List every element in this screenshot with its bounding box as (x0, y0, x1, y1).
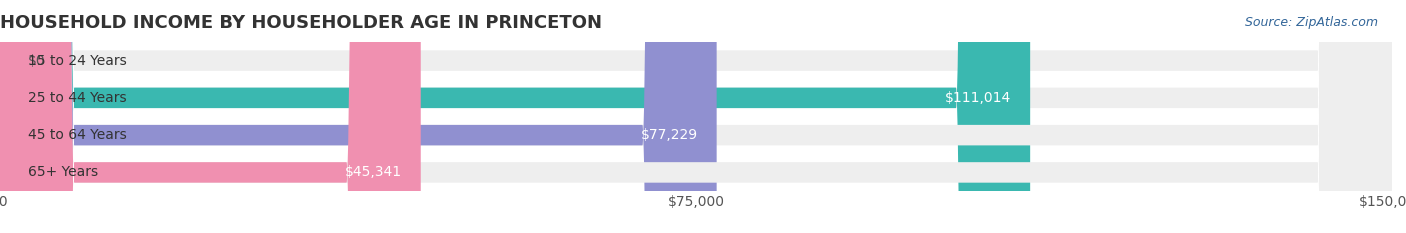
Text: $77,229: $77,229 (641, 128, 699, 142)
Text: 45 to 64 Years: 45 to 64 Years (28, 128, 127, 142)
FancyBboxPatch shape (0, 0, 717, 233)
FancyBboxPatch shape (0, 0, 420, 233)
Text: $45,341: $45,341 (344, 165, 402, 179)
Text: 15 to 24 Years: 15 to 24 Years (28, 54, 127, 68)
Text: Source: ZipAtlas.com: Source: ZipAtlas.com (1244, 16, 1378, 29)
Text: 25 to 44 Years: 25 to 44 Years (28, 91, 127, 105)
Text: HOUSEHOLD INCOME BY HOUSEHOLDER AGE IN PRINCETON: HOUSEHOLD INCOME BY HOUSEHOLDER AGE IN P… (0, 14, 602, 32)
Text: $0: $0 (28, 54, 45, 68)
FancyBboxPatch shape (0, 0, 1031, 233)
Text: $111,014: $111,014 (945, 91, 1011, 105)
Text: 65+ Years: 65+ Years (28, 165, 98, 179)
